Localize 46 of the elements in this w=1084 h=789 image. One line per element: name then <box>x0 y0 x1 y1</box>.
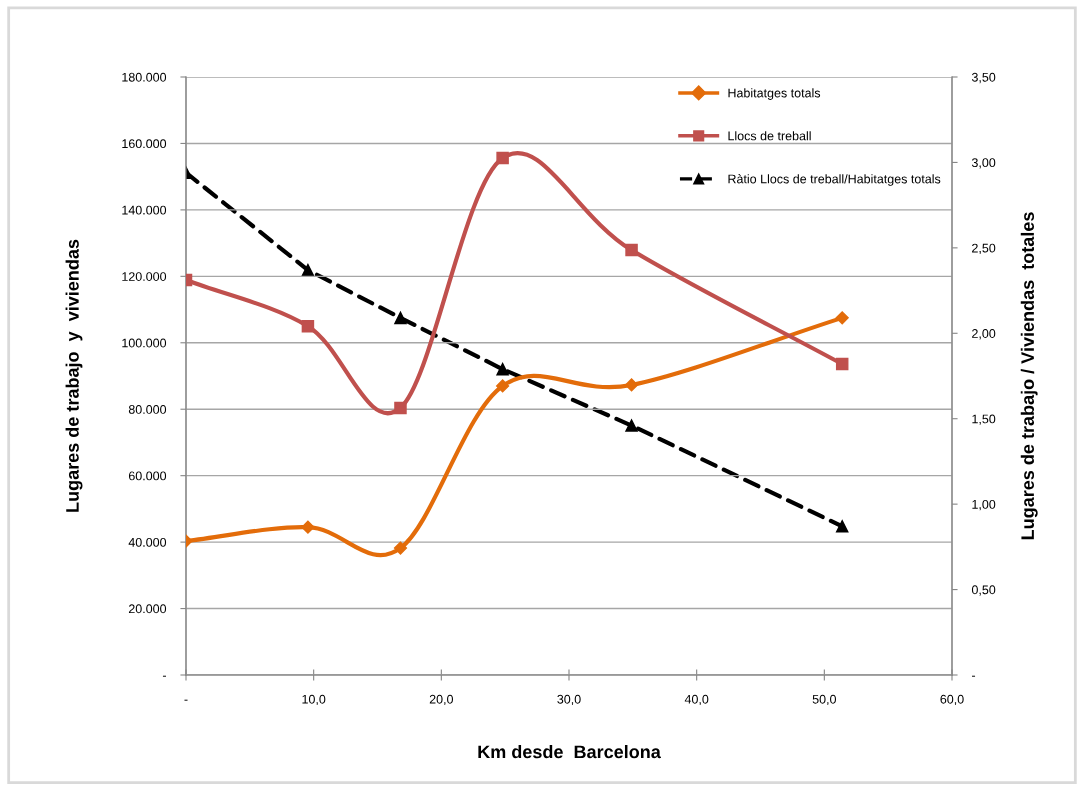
point <box>625 419 638 432</box>
point <box>394 401 407 415</box>
y2-tick-label: - <box>972 675 976 677</box>
point <box>301 520 315 534</box>
point <box>394 311 407 325</box>
x-tick-label: 50,0 <box>812 694 837 706</box>
y-tick-label: 40.000 <box>128 537 167 547</box>
point <box>496 362 509 376</box>
x-tick-label: 40,0 <box>684 694 709 706</box>
y-tick-label: 60.000 <box>128 471 167 481</box>
point <box>496 379 510 393</box>
x-axis-title: Km desde Barcelona <box>478 744 661 759</box>
y-axis-title: Lugares de trabajo y viviendas <box>65 239 83 512</box>
point <box>835 311 849 325</box>
y2-tick-label: 0,50 <box>971 585 996 596</box>
x-tick-label: 20,0 <box>429 694 454 706</box>
point <box>835 357 849 371</box>
y2-axis-title: Lugares de trabajo / Viviendas totales <box>1020 212 1038 540</box>
point <box>301 263 315 277</box>
point <box>301 319 315 333</box>
y2-tick-label: 3,50 <box>971 72 996 84</box>
x-tick-label: 30,0 <box>557 694 581 706</box>
y2-tick-label: 1,00 <box>972 499 996 511</box>
y2-tick-label: 2,50 <box>972 243 996 254</box>
y-tick-label: 100.000 <box>122 338 167 348</box>
point <box>625 243 638 257</box>
y-tick-label: 20.000 <box>128 604 167 614</box>
y-tick-label: 120.000 <box>122 272 167 281</box>
point <box>624 378 639 392</box>
y2-tick-label: 3,00 <box>971 158 996 169</box>
y-tick-label: 140.000 <box>122 205 167 215</box>
point <box>393 541 408 555</box>
x-tick-label: 60,0 <box>940 694 964 706</box>
y2-tick-label: 1,50 <box>972 414 996 425</box>
legend-label: Llocs de treball <box>728 131 811 141</box>
point <box>496 151 509 165</box>
y-tick-label: 160.000 <box>122 139 167 149</box>
point <box>835 520 849 533</box>
y2-tick-label: 2,00 <box>972 329 996 340</box>
x-tick-label: - <box>184 699 188 701</box>
y-tick-label: 80.000 <box>128 405 167 414</box>
x-tick-label: 10,0 <box>302 694 326 706</box>
legend-label: Habitatges totals <box>728 88 821 100</box>
legend-label: Ràtio Llocs de treball/Habitatges totals <box>728 174 941 186</box>
y-tick-label: 180.000 <box>122 72 167 82</box>
y-tick-label: - <box>162 675 166 677</box>
